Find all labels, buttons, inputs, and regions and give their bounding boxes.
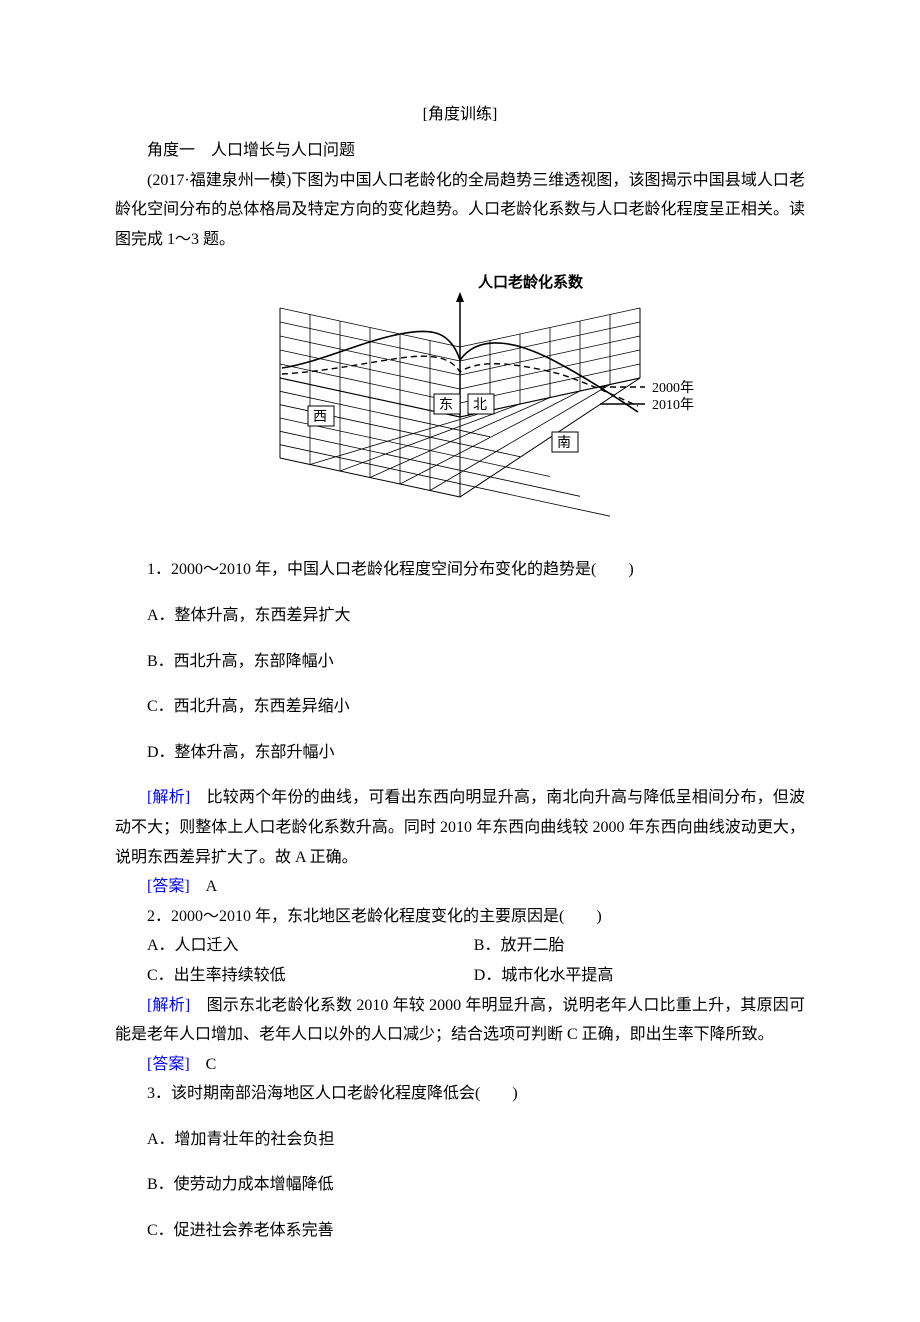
q2-answer: [答案] C: [115, 1050, 805, 1080]
q1-option-b: B．西北升高，东部降幅小: [115, 647, 805, 677]
answer-label: [答案]: [147, 878, 206, 895]
q1-option-c: C．西北升高，东西差异缩小: [115, 692, 805, 722]
label-north: 北: [473, 397, 487, 413]
section-subtitle: 角度一 人口增长与人口问题: [115, 136, 805, 166]
label-west: 西: [313, 410, 327, 425]
q3-option-c: C．促进社会养老体系完善: [115, 1216, 805, 1246]
aging-3d-figure: 人口老龄化系数: [115, 272, 805, 537]
q1-answer-text: A: [206, 878, 218, 895]
q2-option-d: D．城市化水平提高: [474, 961, 805, 991]
q1-option-d: D．整体升高，东部升幅小: [115, 738, 805, 768]
q2-stem: 2．2000～2010 年，东北地区老龄化程度变化的主要原因是( ): [115, 902, 805, 932]
q2-options-row2: C．出生率持续较低 D．城市化水平提高: [115, 961, 805, 991]
analysis-label: [解析]: [147, 789, 207, 806]
q1-analysis-text: 比较两个年份的曲线，可看出东西向明显升高，南北向升高与降低呈相间分布，但波动不大…: [115, 789, 805, 865]
label-south: 南: [557, 435, 571, 451]
legend-2010: 2010年: [652, 397, 694, 413]
analysis-label: [解析]: [147, 997, 207, 1014]
label-east: 东: [439, 397, 453, 413]
axis-label: 人口老龄化系数: [478, 273, 584, 291]
q2-option-b: B．放开二胎: [474, 931, 805, 961]
q1-answer: [答案] A: [115, 872, 805, 902]
q2-analysis-text: 图示东北老龄化系数 2010 年较 2000 年明显升高，说明老年人口比重上升，…: [115, 997, 805, 1044]
page-title: [角度训练]: [115, 100, 805, 124]
q2-answer-text: C: [206, 1056, 217, 1073]
q2-option-a: A．人口迁入: [115, 931, 474, 961]
q1-option-a: A．整体升高，东西差异扩大: [115, 601, 805, 631]
legend-2000: 2000年: [652, 380, 694, 396]
answer-label: [答案]: [147, 1056, 206, 1073]
intro-paragraph: (2017·福建泉州一模)下图为中国人口老龄化的全局趋势三维透视图，该图揭示中国…: [115, 166, 805, 255]
q3-option-b: B．使劳动力成本增幅降低: [115, 1170, 805, 1200]
q2-option-c: C．出生率持续较低: [115, 961, 474, 991]
q2-analysis: [解析] 图示东北老龄化系数 2010 年较 2000 年明显升高，说明老年人口…: [115, 991, 805, 1050]
q3-option-a: A．增加青壮年的社会负担: [115, 1125, 805, 1155]
q1-stem: 1．2000～2010 年，中国人口老龄化程度空间分布变化的趋势是( ): [115, 555, 805, 585]
q2-options-row1: A．人口迁入 B．放开二胎: [115, 931, 805, 961]
q3-stem: 3．该时期南部沿海地区人口老龄化程度降低会( ): [115, 1079, 805, 1109]
q1-analysis: [解析] 比较两个年份的曲线，可看出东西向明显升高，南北向升高与降低呈相间分布，…: [115, 783, 805, 872]
